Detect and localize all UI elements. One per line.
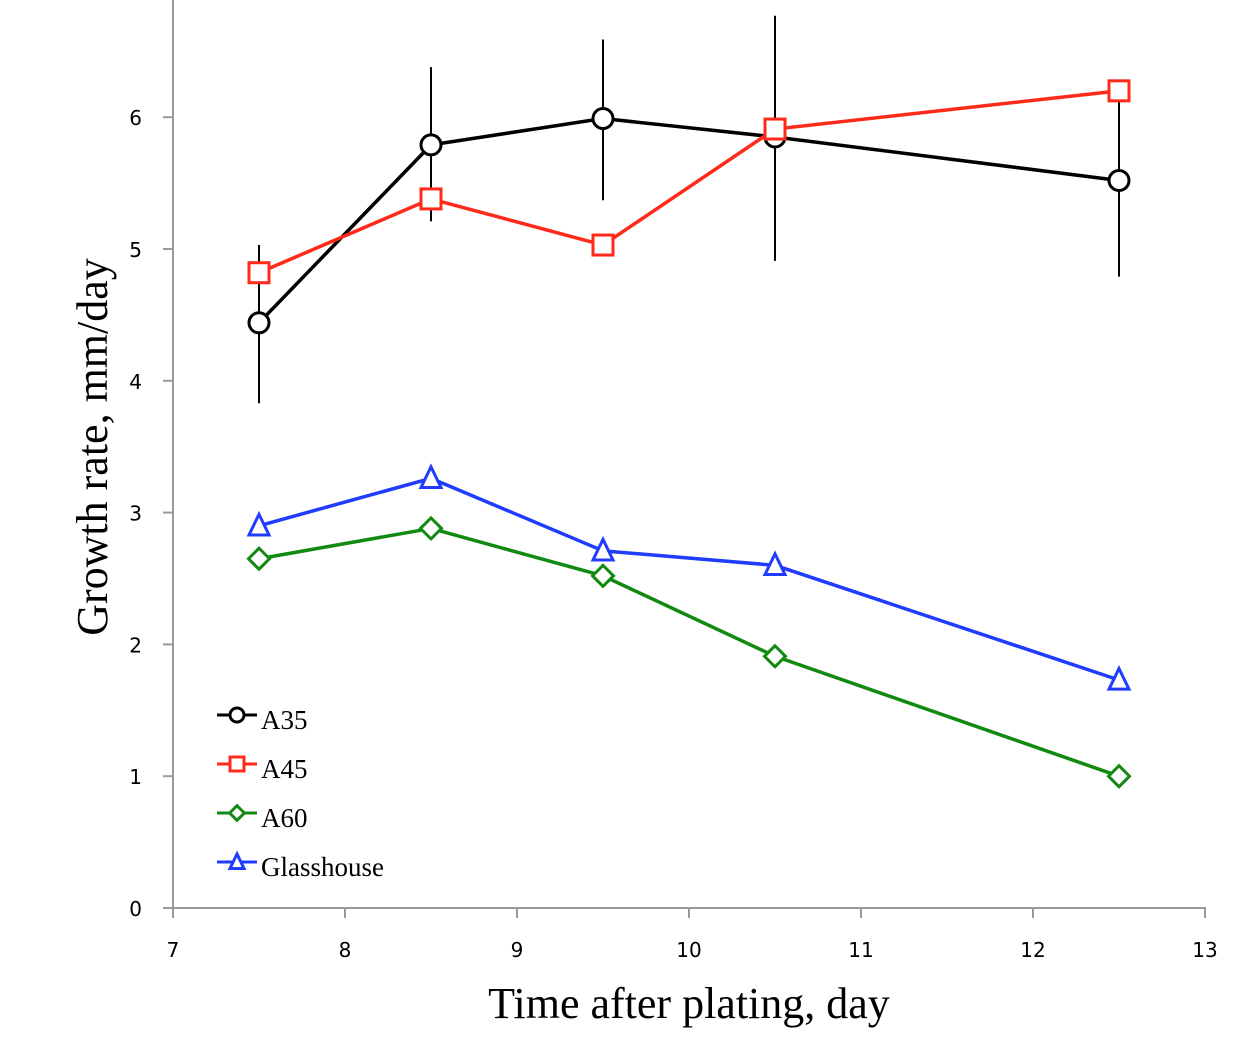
data-point-a35: [419, 133, 443, 157]
series-line-a35: [257, 116, 1120, 325]
data-point-glasshouse: [246, 510, 272, 537]
data-point-glasshouse: [762, 550, 788, 577]
data-point-a45: [1107, 79, 1131, 103]
legend-label-glasshouse: Glasshouse: [261, 852, 384, 882]
x-tick-label: 11: [848, 938, 873, 962]
data-point-a35: [1107, 168, 1131, 192]
series-line-a60: [258, 526, 1120, 778]
legend-label-a45: A45: [261, 754, 308, 784]
data-point-a45: [763, 117, 787, 141]
legend: A35 A45 A60 Glasshouse: [217, 705, 384, 882]
data-point-a35: [247, 311, 271, 335]
y-tick-label: 6: [129, 106, 142, 130]
series-line-glasshouse: [258, 476, 1120, 682]
x-axis-title: Time after plating, day: [488, 979, 890, 1028]
data-point-glasshouse: [418, 463, 444, 490]
data-point-a60: [1106, 763, 1132, 789]
x-tick-label: 10: [676, 938, 701, 962]
x-tick-label: 12: [1020, 938, 1045, 962]
y-tick-label: 5: [129, 238, 142, 262]
series-markers: [246, 79, 1132, 789]
legend-item-a35: A35: [217, 705, 308, 735]
y-tick-label: 0: [129, 897, 142, 921]
x-tick-label: 9: [511, 938, 524, 962]
legend-label-a35: A35: [261, 705, 308, 735]
data-point-a45: [247, 261, 271, 285]
y-tick-label: 3: [129, 502, 142, 526]
x-tick-label: 8: [339, 938, 352, 962]
legend-marker-a35: [228, 706, 246, 724]
y-tick-label: 2: [129, 633, 142, 657]
x-tick-label: 13: [1192, 938, 1217, 962]
data-point-a45: [591, 233, 615, 257]
y-axis-title: Growth rate, mm/day: [68, 258, 117, 636]
legend-item-a60: A60: [217, 803, 308, 833]
data-point-a60: [762, 643, 788, 669]
error-bars: [258, 15, 1120, 404]
legend-marker-a60: [227, 803, 247, 823]
data-point-glasshouse: [1106, 665, 1132, 691]
x-ticks: 7 8 9 10 11 12 13: [167, 908, 1218, 962]
legend-item-a45: A45: [217, 754, 308, 784]
data-point-a60: [590, 563, 616, 589]
legend-marker-a45: [228, 755, 246, 773]
y-tick-label: 4: [129, 370, 142, 394]
legend-item-glasshouse: Glasshouse: [217, 850, 384, 882]
legend-label-a60: A60: [261, 803, 308, 833]
legend-marker-glasshouse: [227, 850, 247, 870]
data-point-glasshouse: [590, 535, 616, 562]
series-line-a45: [258, 89, 1120, 275]
x-tick-label: 7: [167, 938, 180, 962]
data-point-a60: [418, 515, 444, 542]
data-point-a35: [591, 107, 615, 131]
data-point-a60: [246, 546, 272, 572]
data-point-a45: [419, 187, 443, 211]
series-lines: [257, 89, 1120, 778]
axes: [172, 0, 1206, 909]
y-ticks: 0 1 2 3 4 5 6: [129, 106, 173, 921]
y-tick-label: 1: [129, 765, 142, 789]
